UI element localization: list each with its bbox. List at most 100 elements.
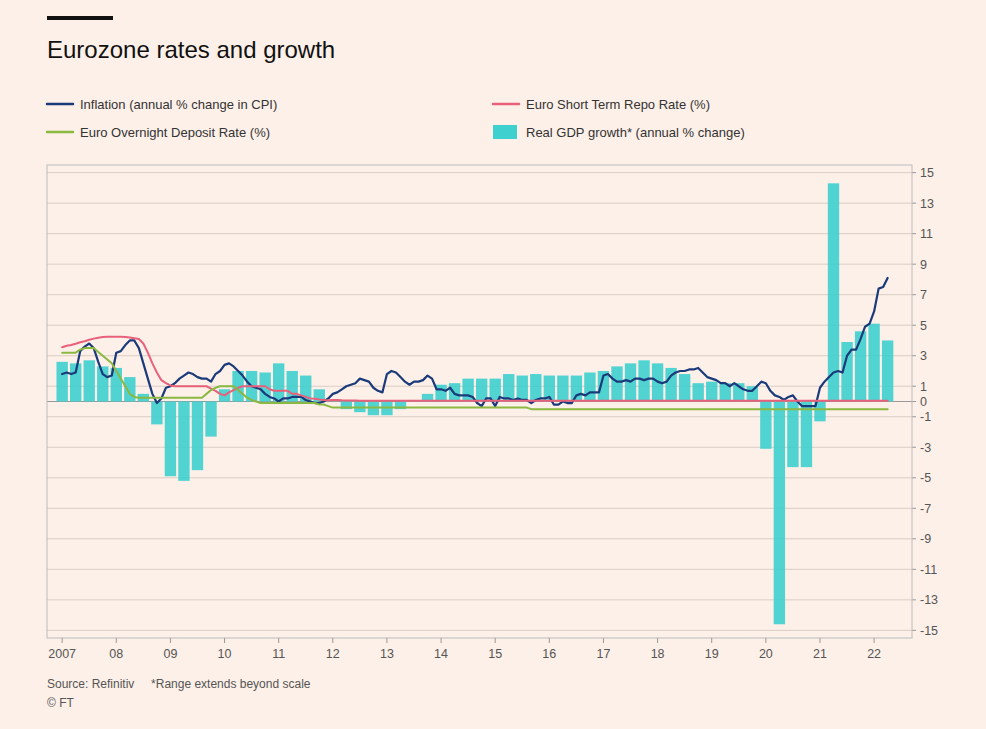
- line: [62, 337, 887, 401]
- bar: [273, 363, 284, 401]
- x-tick-label: 14: [434, 647, 448, 661]
- x-tick: [711, 638, 712, 643]
- legend-label: Inflation (annual % change in CPI): [80, 97, 277, 112]
- bar: [679, 374, 690, 401]
- bar: [192, 402, 203, 471]
- annotation: © FT: [47, 696, 75, 710]
- bar: [124, 377, 135, 401]
- bar: [178, 402, 189, 481]
- legend: Inflation (annual % change in CPI) Euro S…: [47, 97, 745, 140]
- bar: [706, 382, 717, 402]
- y-tick-label: 1: [920, 380, 927, 394]
- y-tick-label: 5: [920, 319, 927, 333]
- y-tick-label: -7: [920, 502, 931, 516]
- y-tick: [912, 599, 916, 600]
- legend-item: Inflation (annual % change in CPI): [47, 97, 277, 112]
- grid: [47, 173, 912, 631]
- legend-label: Euro Overnight Deposit Rate (%): [80, 125, 270, 140]
- x-tick: [765, 638, 766, 643]
- x-tick-label: 17: [597, 647, 611, 661]
- bar: [787, 402, 798, 468]
- y-tick: [912, 538, 916, 539]
- bar: [462, 379, 473, 402]
- y-tick: [912, 386, 916, 387]
- y-tick: [912, 355, 916, 356]
- y-tick: [912, 508, 916, 509]
- plot-frame: [47, 165, 912, 638]
- x-tick: [62, 638, 63, 643]
- x-tick-label: 16: [542, 647, 556, 661]
- x-tick-label: 18: [651, 647, 665, 661]
- chart: Eurozone rates and growth Inflation (annu…: [0, 0, 986, 729]
- y-tick-label: -3: [920, 441, 931, 455]
- x-tick-label: 13: [380, 647, 394, 661]
- x-tick-label: 12: [326, 647, 340, 661]
- grid-line: [47, 172, 912, 173]
- x-tick-label: 08: [109, 647, 123, 661]
- bar: [84, 360, 95, 401]
- legend-item: Euro Overnight Deposit Rate (%): [47, 125, 270, 140]
- x-axis: 2007080910111213141516171819202122: [48, 638, 881, 661]
- bar: [557, 376, 568, 402]
- x-tick: [603, 638, 604, 643]
- decoration: [47, 16, 113, 20]
- y-tick: [912, 325, 916, 326]
- y-tick-label: 3: [920, 349, 927, 363]
- y-tick-label: 9: [920, 258, 927, 272]
- x-tick-label: 20: [759, 647, 773, 661]
- grid-line: [47, 325, 912, 326]
- x-tick-label: 10: [218, 647, 232, 661]
- line: [62, 278, 887, 406]
- y-tick: [912, 447, 916, 448]
- legend-swatch: [47, 103, 73, 106]
- bar: [571, 376, 582, 402]
- y-tick-label: 13: [920, 197, 934, 211]
- grid-line: [47, 264, 912, 265]
- grid-line: [47, 355, 912, 356]
- bar: [882, 340, 893, 401]
- grid-line: [47, 630, 912, 631]
- y-tick-label: -5: [920, 471, 931, 485]
- legend-swatch: [47, 131, 73, 134]
- legend-swatch: [493, 125, 517, 139]
- x-tick-label: 19: [705, 647, 719, 661]
- y-axis: -15-13-11-9-7-5-3-1013579111315: [912, 166, 938, 638]
- bar: [693, 383, 704, 401]
- y-tick: [912, 416, 916, 417]
- grid-line: [47, 203, 912, 204]
- legend-label: Real GDP growth* (annual % change): [526, 125, 745, 140]
- x-tick: [495, 638, 496, 643]
- y-tick-label: 11: [920, 227, 933, 241]
- x-tick: [657, 638, 658, 643]
- y-tick: [912, 203, 916, 204]
- y-tick: [912, 294, 916, 295]
- legend-item: Real GDP growth* (annual % change): [493, 125, 745, 140]
- y-tick: [912, 172, 916, 173]
- x-tick-label: 09: [163, 647, 177, 661]
- x-tick-label: 2007: [48, 647, 76, 661]
- y-tick: [912, 264, 916, 265]
- x-tick: [278, 638, 279, 643]
- y-tick-label: -15: [920, 624, 938, 638]
- x-tick: [874, 638, 875, 643]
- bar: [165, 402, 176, 477]
- grid-line: [47, 233, 912, 234]
- bar: [56, 362, 67, 402]
- x-tick: [116, 638, 117, 643]
- title: Eurozone rates and growth: [47, 36, 335, 63]
- line: [62, 348, 887, 409]
- x-tick: [819, 638, 820, 643]
- y-tick-label: 15: [920, 166, 934, 180]
- legend-swatch: [493, 103, 519, 106]
- y-tick: [912, 233, 916, 234]
- y-tick-label: -9: [920, 532, 931, 546]
- bar: [151, 402, 162, 425]
- legend-label: Euro Short Term Repo Rate (%): [526, 97, 710, 112]
- x-tick-label: 21: [813, 647, 827, 661]
- y-tick-label: 0: [920, 395, 927, 409]
- x-tick-label: 11: [272, 647, 285, 661]
- x-tick: [170, 638, 171, 643]
- bar: [868, 324, 879, 402]
- y-tick-label: 7: [920, 288, 927, 302]
- bar: [530, 374, 541, 401]
